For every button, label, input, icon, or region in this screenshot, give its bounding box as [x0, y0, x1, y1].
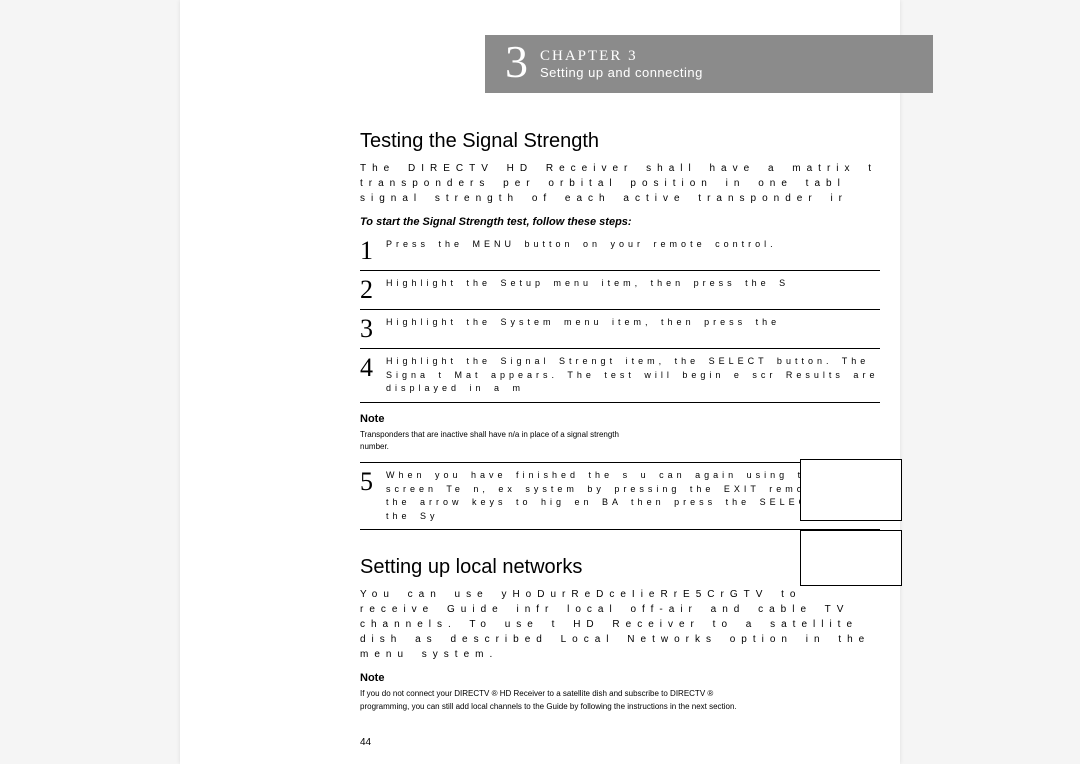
note-text: If you do not connect your DIRECTV ® HD … [360, 688, 760, 714]
step-text: Press the MENU button on your remote con… [386, 236, 777, 252]
step-number: 4 [360, 353, 386, 381]
step-number: 5 [360, 467, 386, 495]
chapter-label: CHAPTER 3 [540, 48, 703, 65]
step-text: Highlight the Signal Strengt item, the S… [386, 353, 880, 396]
document-page: 3 CHAPTER 3 Setting up and connecting Te… [180, 0, 900, 764]
chapter-subtitle: Setting up and connecting [540, 65, 703, 80]
step-text: Highlight the System menu item, then pre… [386, 314, 780, 330]
figure-placeholder [800, 459, 902, 521]
chapter-text-block: CHAPTER 3 Setting up and connecting [540, 48, 703, 80]
note-label: Note [360, 413, 880, 425]
step-number: 3 [360, 314, 386, 342]
section1-intro: The DIRECTV HD Receiver shall have a mat… [360, 161, 880, 206]
chapter-number: 3 [485, 39, 540, 89]
chapter-banner: 3 CHAPTER 3 Setting up and connecting [485, 35, 933, 93]
step-row: 2 Highlight the Setup menu item, then pr… [360, 271, 880, 310]
step-text: Highlight the Setup menu item, then pres… [386, 275, 789, 291]
section1-title: Testing the Signal Strength [360, 130, 880, 153]
section2-body: You can use yHoDurReDceIieRrE5CrGTV to r… [360, 587, 880, 662]
step-row: 3 Highlight the System menu item, then p… [360, 310, 880, 349]
note-label: Note [360, 672, 880, 684]
step-row: 4 Highlight the Signal Strengt item, the… [360, 349, 880, 403]
page-number: 44 [360, 737, 371, 748]
steps-list: 1 Press the MENU button on your remote c… [360, 232, 880, 530]
step-number: 2 [360, 275, 386, 303]
figure-placeholder [800, 530, 902, 586]
content-area: Testing the Signal Strength The DIRECTV … [360, 120, 880, 714]
note-text: Transponders that are inactive shall hav… [360, 429, 620, 455]
step-row: 1 Press the MENU button on your remote c… [360, 232, 880, 271]
step-number: 1 [360, 236, 386, 264]
section1-instruction: To start the Signal Strength test, follo… [360, 216, 880, 228]
